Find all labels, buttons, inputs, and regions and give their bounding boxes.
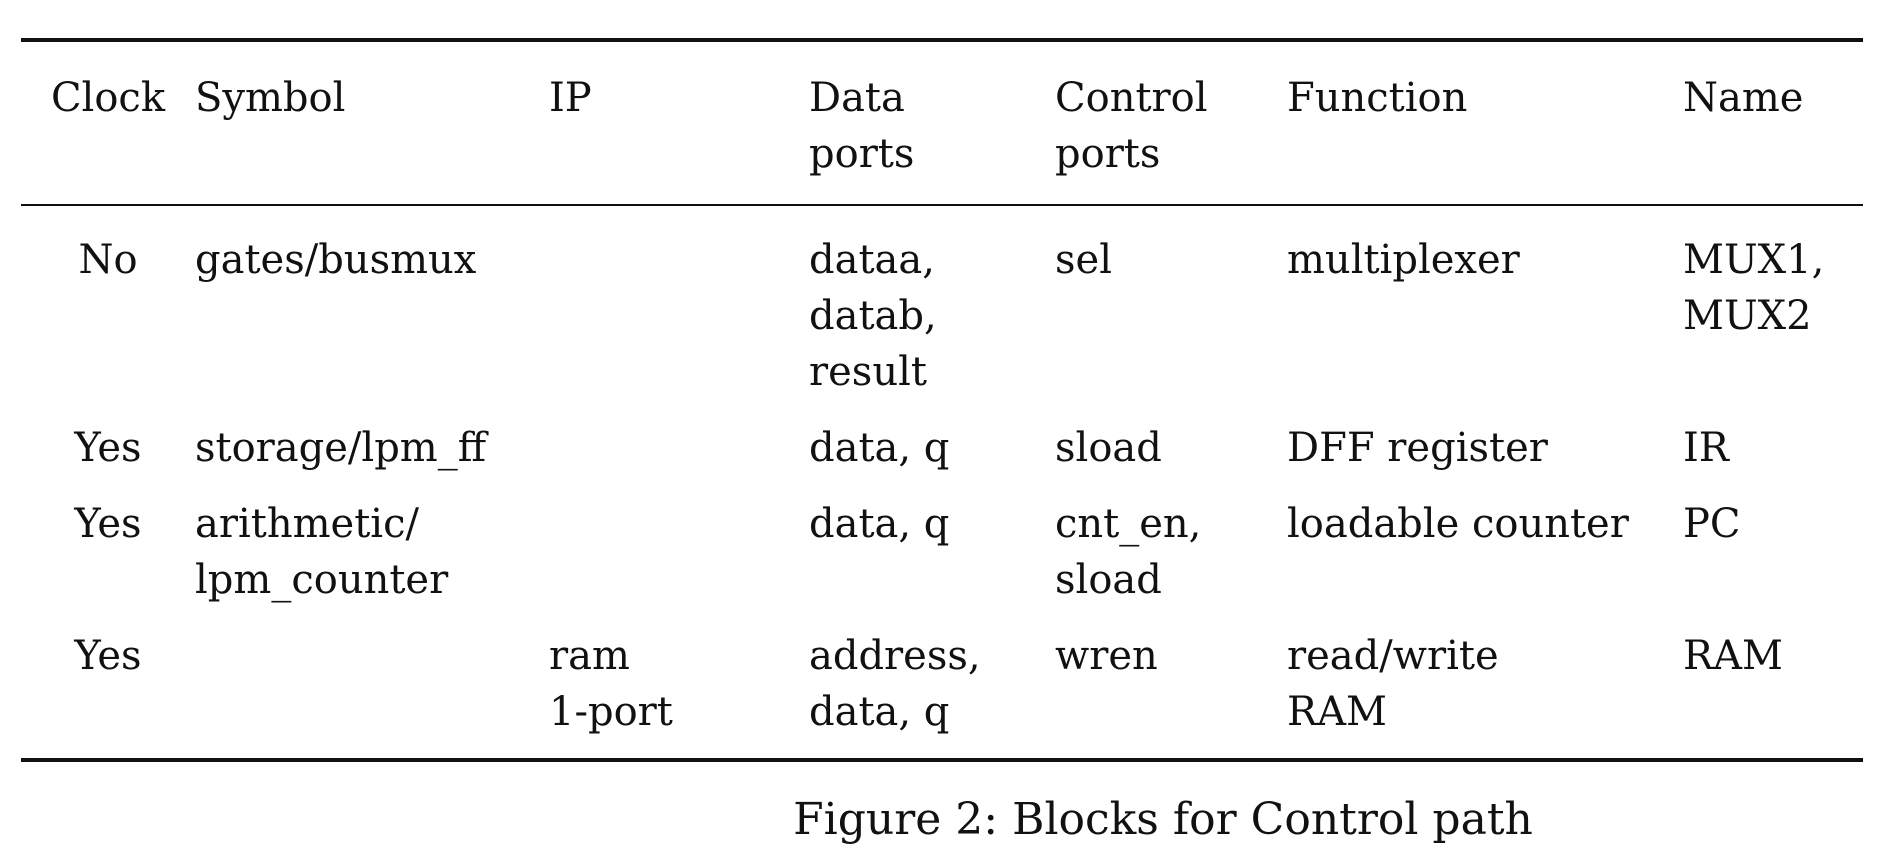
header-text: IP xyxy=(549,75,592,121)
cell-text: IR xyxy=(1683,425,1729,471)
cell-data-ports: data, q xyxy=(809,496,1055,628)
cell-ip xyxy=(549,496,809,628)
cell-text: datab, xyxy=(809,293,937,339)
cell-name: RAM xyxy=(1683,628,1863,760)
cell-text: sload xyxy=(1055,557,1162,603)
cell-text: 1-port xyxy=(549,689,673,735)
cell-text: MUX1, xyxy=(1683,237,1825,283)
header-text: Name xyxy=(1683,75,1804,121)
cell-function: read/write RAM xyxy=(1287,628,1683,760)
figure-caption: Figure 2: Blocks for Control path xyxy=(0,790,1882,850)
cell-text: result xyxy=(809,349,927,395)
cell-symbol: arithmetic/lpm_counter xyxy=(195,496,549,628)
cell-text: data, q xyxy=(809,425,950,471)
cell-text: RAM xyxy=(1287,689,1387,735)
cell-text: multiplexer xyxy=(1287,237,1520,283)
cell-data-ports: dataa, datab, result xyxy=(809,205,1055,420)
cell-name: IR xyxy=(1683,420,1863,496)
cell-text: address, xyxy=(809,633,981,679)
header-name: Name xyxy=(1683,40,1863,205)
cell-clock: Yes xyxy=(21,496,195,628)
header-text: ports xyxy=(1055,131,1161,177)
cell-text: cnt_en, xyxy=(1055,501,1202,547)
header-ip: IP xyxy=(549,40,809,205)
cell-symbol xyxy=(195,628,549,760)
cell-function: multiplexer xyxy=(1287,205,1683,420)
cell-function: loadable counter xyxy=(1287,496,1683,628)
cell-text: data, q xyxy=(809,501,950,547)
table-row: No gates/busmux dataa, datab, result sel multi… xyxy=(21,205,1863,420)
blocks-table-container: Clock Symbol IP Data ports Control ports Functi… xyxy=(21,38,1863,762)
blocks-table: Clock Symbol IP Data ports Control ports Functi… xyxy=(21,38,1863,762)
cell-text: sel xyxy=(1055,237,1112,283)
cell-text: storage/lpm_ff xyxy=(195,425,487,471)
figure-caption-text: Figure 2: Blocks for Control path xyxy=(793,794,1533,845)
table-row: Yes arithmetic/lpm_counter data, q cnt_en,s… xyxy=(21,496,1863,628)
cell-text: MUX2 xyxy=(1683,293,1812,339)
cell-control-ports: sel xyxy=(1055,205,1287,420)
cell-name: PC xyxy=(1683,496,1863,628)
cell-control-ports: sload xyxy=(1055,420,1287,496)
cell-clock: Yes xyxy=(21,628,195,760)
header-function: Function xyxy=(1287,40,1683,205)
cell-function: DFF register xyxy=(1287,420,1683,496)
cell-text: Yes xyxy=(74,425,142,471)
cell-text: No xyxy=(78,237,138,283)
cell-data-ports: address, data, q xyxy=(809,628,1055,760)
header-data-ports: Data ports xyxy=(809,40,1055,205)
cell-text: Yes xyxy=(74,501,142,547)
cell-text: read/write xyxy=(1287,633,1499,679)
cell-text: dataa, xyxy=(809,237,935,283)
cell-ip xyxy=(549,205,809,420)
header-text: ports xyxy=(809,131,915,177)
table-header-row: Clock Symbol IP Data ports Control ports Functi… xyxy=(21,40,1863,205)
cell-text: wren xyxy=(1055,633,1158,679)
header-text: Symbol xyxy=(195,75,346,121)
header-text: Clock xyxy=(50,75,166,121)
header-text: Function xyxy=(1287,75,1468,121)
cell-symbol: storage/lpm_ff xyxy=(195,420,549,496)
cell-text: DFF register xyxy=(1287,425,1548,471)
cell-text: Yes xyxy=(74,633,142,679)
cell-text: loadable counter xyxy=(1287,501,1629,547)
table-row: Yes ram 1-port address, data, q wren read/writ… xyxy=(21,628,1863,760)
cell-name: MUX1, MUX2 xyxy=(1683,205,1863,420)
cell-text: sload xyxy=(1055,425,1162,471)
header-clock: Clock xyxy=(21,40,195,205)
cell-control-ports: cnt_en,sload xyxy=(1055,496,1287,628)
table-body: No gates/busmux dataa, datab, result sel multi… xyxy=(21,205,1863,760)
cell-clock: No xyxy=(21,205,195,420)
cell-ip: ram 1-port xyxy=(549,628,809,760)
cell-text: ram xyxy=(549,633,630,679)
cell-text: RAM xyxy=(1683,633,1783,679)
cell-control-ports: wren xyxy=(1055,628,1287,760)
cell-symbol: gates/busmux xyxy=(195,205,549,420)
cell-text: PC xyxy=(1683,501,1741,547)
cell-text: arithmetic/ xyxy=(195,501,419,547)
cell-text: lpm_counter xyxy=(195,557,449,603)
header-symbol: Symbol xyxy=(195,40,549,205)
header-control-ports: Control ports xyxy=(1055,40,1287,205)
header-text: Data xyxy=(809,75,905,121)
cell-text: data, q xyxy=(809,689,950,735)
cell-text: gates/busmux xyxy=(195,237,477,283)
cell-ip xyxy=(549,420,809,496)
header-text: Control xyxy=(1055,75,1208,121)
cell-data-ports: data, q xyxy=(809,420,1055,496)
table-row: Yes storage/lpm_ff data, q sload DFF registe… xyxy=(21,420,1863,496)
cell-clock: Yes xyxy=(21,420,195,496)
